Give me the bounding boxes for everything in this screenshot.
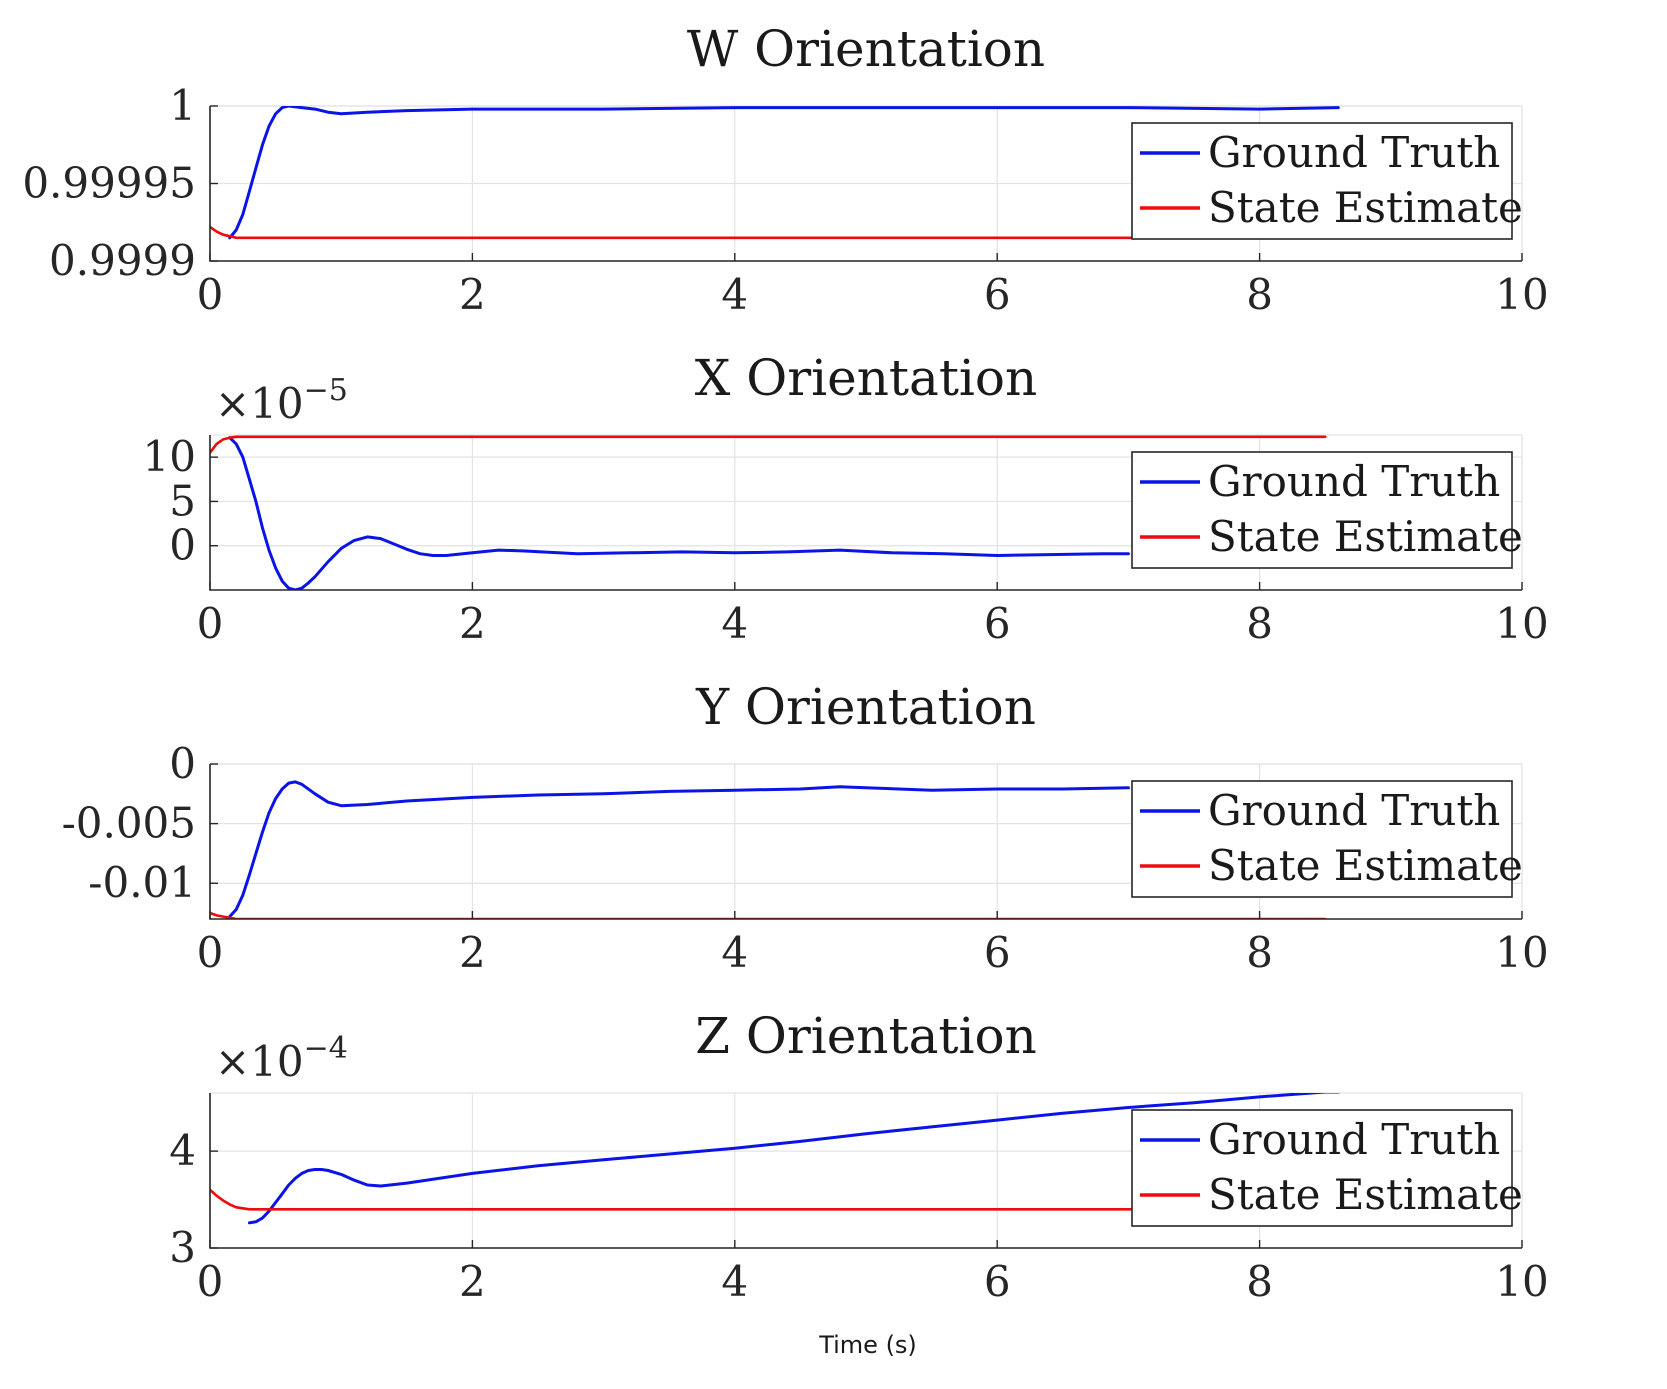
legend-box [1131, 451, 1513, 569]
legend: Ground Truth State Estimate [1131, 1109, 1523, 1227]
legend-box [1131, 122, 1513, 240]
y-tick-label: -0.005 [62, 799, 196, 848]
legend-label: Ground Truth [1208, 128, 1500, 177]
state-estimate-line [210, 225, 1327, 240]
y-axis-multiplier: ×10−5 [215, 373, 348, 428]
x-tick-label: 10 [1495, 928, 1548, 977]
x-tick-label: 10 [1495, 270, 1548, 319]
legend: Ground Truth State Estimate [1131, 122, 1523, 240]
y-tick-label: 0 [169, 739, 196, 788]
y-tick-label: -0.01 [88, 858, 196, 907]
legend-label: Ground Truth [1208, 786, 1500, 835]
state-estimate-line [210, 1188, 1327, 1211]
x-tick-label: 0 [197, 928, 224, 977]
ground-truth-line [228, 436, 1130, 590]
y-tick-label: 3 [169, 1223, 196, 1272]
x-tick-label: 2 [459, 1257, 486, 1306]
subplot-title: W Orientation [687, 20, 1045, 78]
legend-box [1131, 780, 1513, 898]
x-tick-label: 10 [1495, 599, 1548, 648]
x-tick-label: 8 [1246, 928, 1273, 977]
x-tick-label: 2 [459, 928, 486, 977]
ground-truth-line [228, 106, 1340, 240]
x-tick-label: 10 [1495, 1257, 1548, 1306]
state-estimate-line [210, 911, 1327, 919]
x-tick-label: 0 [197, 1257, 224, 1306]
legend-label: State Estimate [1208, 512, 1523, 561]
state-estimate-line [210, 435, 1327, 455]
subplot-4: 0 2 4 6 8 10 3 4 Z Orientation ×10−4 Ground Truth S… [169, 1007, 1548, 1306]
x-tick-label: 8 [1246, 270, 1273, 319]
x-tick-label: 2 [459, 599, 486, 648]
x-tick-label: 2 [459, 270, 486, 319]
y-axis-multiplier: ×10−4 [215, 1031, 348, 1086]
x-tick-label: 4 [721, 928, 748, 977]
x-tick-label: 8 [1246, 599, 1273, 648]
x-tick-label: 4 [721, 270, 748, 319]
x-tick-label: 4 [721, 1257, 748, 1306]
x-tick-label: 6 [984, 599, 1011, 648]
x-tick-label: 6 [984, 928, 1011, 977]
x-tick-label: 6 [984, 270, 1011, 319]
y-tick-label: 5 [169, 476, 196, 525]
x-tick-label: 4 [721, 599, 748, 648]
legend: Ground Truth State Estimate [1131, 451, 1523, 569]
subplot-3: 0 2 4 6 8 10 -0.01 -0.005 0 Y Orientation Ground T… [62, 678, 1549, 977]
y-tick-label: 0.9999 [49, 236, 196, 285]
legend-label: Ground Truth [1208, 457, 1500, 506]
y-tick-label: 0.99995 [22, 159, 196, 208]
legend-label: Ground Truth [1208, 1115, 1500, 1164]
y-tick-label: 0 [169, 521, 196, 570]
ground-truth-line [247, 1093, 1340, 1225]
subplot-1: 0 2 4 6 8 10 0.9999 0.99995 1 W Orientation Ground… [22, 20, 1548, 319]
y-tick-label: 1 [169, 81, 196, 130]
x-tick-label: 6 [984, 1257, 1011, 1306]
x-tick-label: 8 [1246, 1257, 1273, 1306]
y-tick-label: 4 [169, 1126, 196, 1175]
legend: Ground Truth State Estimate [1131, 780, 1523, 898]
x-tick-label: 0 [197, 270, 224, 319]
x-tick-label: 0 [197, 599, 224, 648]
subplot-title: X Orientation [695, 349, 1037, 407]
legend-label: State Estimate [1208, 841, 1523, 890]
subplot-title: Z Orientation [695, 1007, 1037, 1065]
x-axis-label: Time (s) [818, 1331, 917, 1359]
subplot-title: Y Orientation [695, 678, 1036, 736]
legend-label: State Estimate [1208, 1170, 1523, 1219]
legend-box [1131, 1109, 1513, 1227]
ground-truth-line [228, 780, 1130, 919]
y-tick-label: 10 [143, 432, 196, 481]
legend-label: State Estimate [1208, 183, 1523, 232]
